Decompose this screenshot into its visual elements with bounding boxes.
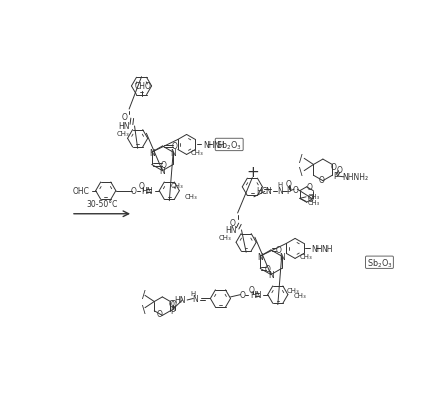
Text: NH: NH bbox=[311, 244, 323, 253]
Text: O: O bbox=[170, 300, 176, 308]
Text: 30-50°C: 30-50°C bbox=[86, 200, 118, 209]
Text: CH₃: CH₃ bbox=[294, 292, 307, 298]
Text: Sb$_2$O$_3$: Sb$_2$O$_3$ bbox=[216, 139, 242, 151]
Text: O: O bbox=[139, 181, 144, 190]
Text: \: \ bbox=[299, 166, 303, 176]
Text: O: O bbox=[307, 194, 313, 203]
Text: CH₃: CH₃ bbox=[287, 287, 299, 293]
Text: HN: HN bbox=[250, 290, 262, 299]
Text: O: O bbox=[157, 310, 163, 319]
Text: P: P bbox=[170, 306, 175, 315]
FancyBboxPatch shape bbox=[365, 256, 393, 269]
Text: P: P bbox=[333, 171, 338, 180]
Text: N: N bbox=[268, 270, 274, 279]
Text: HC: HC bbox=[256, 187, 267, 196]
Text: CH₃: CH₃ bbox=[308, 193, 320, 200]
Text: N: N bbox=[258, 252, 263, 261]
Text: HN: HN bbox=[226, 226, 237, 235]
Text: O: O bbox=[169, 299, 175, 308]
Text: NHNH₂: NHNH₂ bbox=[342, 173, 369, 182]
Text: N: N bbox=[278, 187, 283, 196]
Text: N: N bbox=[265, 187, 271, 196]
Text: O: O bbox=[249, 285, 254, 294]
Text: CH₃: CH₃ bbox=[171, 183, 184, 189]
Text: H: H bbox=[191, 290, 196, 297]
Text: NH: NH bbox=[321, 244, 333, 253]
Text: HN: HN bbox=[141, 187, 152, 196]
Text: HN: HN bbox=[174, 296, 186, 305]
Text: NH: NH bbox=[203, 141, 214, 150]
Text: O: O bbox=[337, 165, 343, 174]
Text: H: H bbox=[278, 182, 283, 188]
Text: OHC: OHC bbox=[73, 187, 90, 196]
Text: CH₃: CH₃ bbox=[218, 235, 231, 240]
Text: N: N bbox=[279, 252, 285, 261]
Text: /: / bbox=[142, 289, 145, 299]
Text: O: O bbox=[171, 142, 177, 151]
Text: N: N bbox=[170, 148, 176, 157]
Text: O: O bbox=[293, 185, 299, 194]
Text: O: O bbox=[276, 246, 281, 255]
Text: O: O bbox=[318, 175, 324, 184]
Text: O: O bbox=[239, 290, 245, 299]
Text: O: O bbox=[307, 183, 313, 192]
Text: O: O bbox=[131, 187, 137, 196]
Text: CH₃: CH₃ bbox=[117, 131, 130, 137]
Text: HN: HN bbox=[119, 122, 130, 131]
Text: +: + bbox=[247, 164, 259, 180]
Text: O: O bbox=[122, 113, 127, 122]
Text: O: O bbox=[331, 162, 337, 171]
Text: P: P bbox=[286, 187, 291, 196]
Text: O: O bbox=[265, 264, 271, 273]
FancyBboxPatch shape bbox=[215, 139, 243, 151]
Text: /: / bbox=[299, 154, 303, 164]
Text: NH: NH bbox=[213, 141, 224, 150]
Text: CHO: CHO bbox=[135, 81, 151, 90]
Text: CH₃: CH₃ bbox=[190, 150, 203, 156]
Text: N: N bbox=[149, 148, 155, 157]
Text: O: O bbox=[160, 161, 166, 170]
Text: \: \ bbox=[142, 304, 145, 315]
Text: N: N bbox=[159, 167, 165, 176]
Text: CH₃: CH₃ bbox=[184, 193, 197, 199]
Text: Sb$_2$O$_3$: Sb$_2$O$_3$ bbox=[367, 256, 392, 269]
Text: O: O bbox=[230, 218, 235, 227]
Text: CH₃: CH₃ bbox=[308, 200, 320, 206]
Text: CH₃: CH₃ bbox=[300, 254, 313, 259]
Text: O: O bbox=[286, 180, 292, 189]
Text: N: N bbox=[192, 294, 198, 303]
